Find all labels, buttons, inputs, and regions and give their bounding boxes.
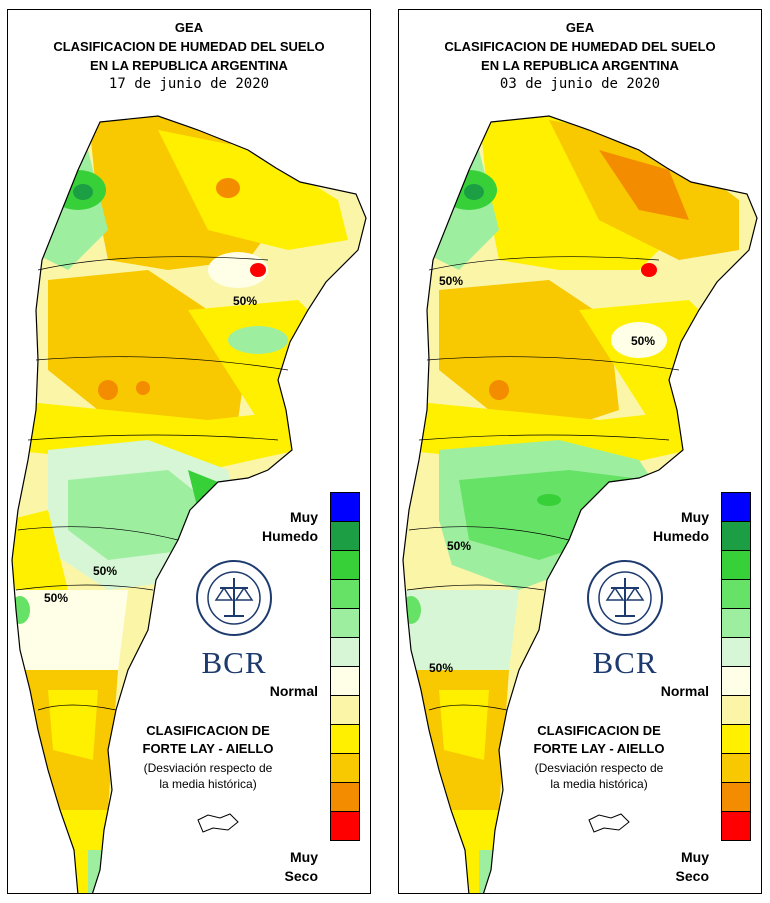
panel-date: 17 de junio de 2020 [108,76,270,92]
legend-label-wet: Muy Humedo [262,509,318,544]
legend-label-normal: Normal [269,683,318,699]
legend-swatch [721,695,751,725]
legend-swatch [330,492,360,522]
argentina-soil-moisture-map: 50% 50% 50% 50% [402,115,758,893]
legend-swatch [330,579,360,609]
legend-swatch [721,579,751,609]
panel-title: GEA CLASIFICACION DE HUMEDAD DEL SUELO E… [399,18,761,75]
bcr-logo: BCR [184,558,284,681]
legend-swatch [721,724,751,754]
legend-label-wet: Muy Humedo [653,509,709,544]
bcr-text: BCR [201,645,267,680]
legend-swatch [721,492,751,522]
legend-swatch [721,550,751,580]
legend-swatch [721,521,751,551]
classification-note: CLASIFICACION DE FORTE LAY - AIELLO (Des… [142,723,274,791]
legend-swatch [721,753,751,783]
legend-swatch [330,753,360,783]
bcr-logo: BCR [575,558,675,681]
contour-label: 50% [429,661,453,675]
legend-label-dry: Muy Seco [284,849,318,884]
legend [330,492,360,841]
legend-swatch [330,637,360,667]
legend-swatch [330,695,360,725]
legend-swatch [721,782,751,812]
contour-label: 50% [93,564,117,578]
contour-label: 50% [233,294,257,308]
bcr-text: BCR [592,645,658,680]
title-line-2: CLASIFICACION DE HUMEDAD DEL SUELO [53,39,325,54]
legend-swatch [330,608,360,638]
classification-note: CLASIFICACION DE FORTE LAY - AIELLO (Des… [533,723,665,791]
legend-swatch [330,666,360,696]
legend-swatch [721,608,751,638]
legend-swatch [330,724,360,754]
legend-swatch [330,550,360,580]
title-line-3: EN LA REPUBLICA ARGENTINA [481,58,679,73]
title-line-1: GEA [174,20,204,35]
legend-swatch [330,521,360,551]
legend [721,492,751,841]
panel-date: 03 de junio de 2020 [499,76,661,92]
legend-swatch [721,637,751,667]
legend-swatch [330,782,360,812]
map-panel-june-17: GEA CLASIFICACION DE HUMEDAD DEL SUELO E… [7,9,371,894]
title-line-1: GEA [565,20,595,35]
legend-label-dry: Muy Seco [675,849,709,884]
title-line-2: CLASIFICACION DE HUMEDAD DEL SUELO [444,39,716,54]
map-panel-june-03: GEA CLASIFICACION DE HUMEDAD DEL SUELO E… [398,9,762,894]
legend-swatch [721,666,751,696]
argentina-soil-moisture-map: 50% 50% 50% [11,115,367,893]
seal-icon [587,560,663,636]
contour-label: 50% [447,539,471,553]
legend-swatch [721,811,751,841]
title-line-3: EN LA REPUBLICA ARGENTINA [90,58,288,73]
legend-swatch [330,811,360,841]
contour-label: 50% [44,591,68,605]
contour-label: 50% [631,334,655,348]
contour-label: 50% [439,274,463,288]
panel-title: GEA CLASIFICACION DE HUMEDAD DEL SUELO E… [8,18,370,75]
legend-label-normal: Normal [660,683,709,699]
seal-icon [196,560,272,636]
